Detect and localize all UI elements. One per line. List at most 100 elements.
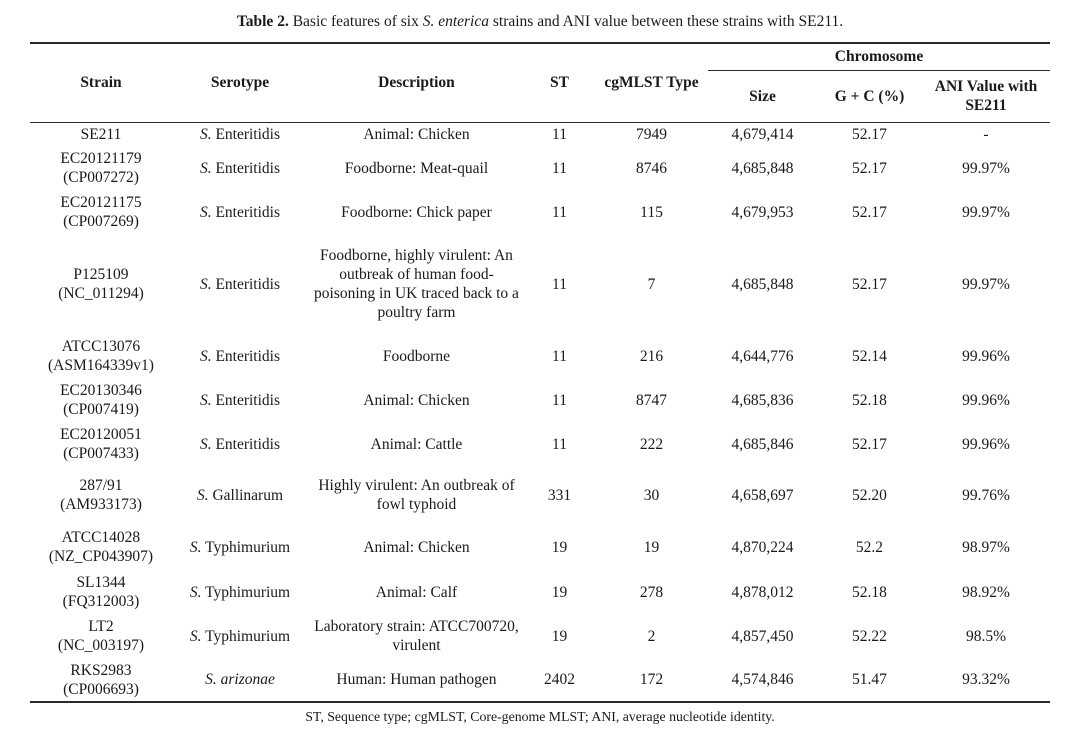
ani-cell: 98.5% <box>965 627 1007 645</box>
strain-accession: (ASM164339v1) <box>48 357 154 375</box>
strain-name: ATCC13076 <box>61 338 141 356</box>
description-cell: Highly virulent: An outbreak of fowl typ… <box>318 477 515 514</box>
table-header: Strain Serotype Description ST cgMLST Ty… <box>30 43 1050 122</box>
strain-cell: ATCC13076 (ASM164339v1) <box>30 334 171 378</box>
strain-name: EC20120051 <box>60 426 142 444</box>
size-cell: 4,685,836 <box>731 391 794 409</box>
serotype-name: Enteritidis <box>211 275 281 293</box>
st-cell: 11 <box>552 275 567 293</box>
strain-accession: (NZ_CP043907) <box>48 548 154 566</box>
serotype-cell: S. Enteritidis <box>171 334 308 378</box>
strain-accession: (CP007272) <box>63 169 139 187</box>
column-group-header-chromosome: Chromosome <box>708 43 1050 71</box>
header-row-group: Strain Serotype Description ST cgMLST Ty… <box>30 43 1050 91</box>
serotype-genus: S. <box>199 347 212 365</box>
cgmlst-cell: 115 <box>640 203 663 221</box>
size-cell: 4,679,414 <box>708 121 817 147</box>
strain-accession: (FQ312003) <box>62 593 140 611</box>
table-footnote: ST, Sequence type; cgMLST, Core-genome M… <box>305 709 775 725</box>
table-row: SL1344 (FQ312003) S. Typhimurium Animal: … <box>30 570 1049 614</box>
st-cell: 2402 <box>543 671 575 689</box>
strain-accession: (CP006693) <box>63 680 139 698</box>
description-cell: Animal: Chicken <box>308 121 525 147</box>
serotype-cell: S. Enteritidis <box>171 422 308 466</box>
serotype-genus: S. <box>196 486 209 504</box>
cgmlst-cell: 172 <box>639 671 664 689</box>
strain-cell: EC20121175 (CP007269) <box>30 190 171 234</box>
serotype-cell: S. Enteritidis <box>171 234 308 334</box>
serotype-name: Enteritidis <box>211 391 281 409</box>
strain-accession: (CP007269) <box>63 213 139 231</box>
gc-cell: 52.17 <box>816 121 923 147</box>
strain-accession: (CP007433) <box>63 445 139 463</box>
header-row-sub: Size G + C (%) ANI Value with SE211 <box>30 70 1049 122</box>
st-cell: 11 <box>524 121 595 147</box>
column-header-serotype: Serotype <box>210 74 270 92</box>
serotype-name: Gallinarum <box>208 486 284 504</box>
cgmlst-cell: 216 <box>639 347 664 365</box>
st-cell: 11 <box>552 159 567 177</box>
ani-cell: 99.96% <box>962 347 1010 365</box>
description-cell: Animal: Chicken <box>363 538 470 556</box>
serotype-name: Enteritidis <box>211 347 281 365</box>
serotype-name: Enteritidis <box>211 435 281 453</box>
gc-cell: 52.17 <box>852 275 887 293</box>
table-row: SE211 S. Enteritidis Animal: Chicken 11 … <box>30 121 1050 147</box>
table-row: EC20130346 (CP007419) S. Enteritidis Anim… <box>30 378 1049 422</box>
description-cell: Foodborne: Chick paper <box>341 203 492 221</box>
size-cell: 4,574,846 <box>731 671 794 689</box>
cgmlst-cell: 8747 <box>635 391 667 409</box>
gc-cell: 52.17 <box>852 203 887 221</box>
strain-name: EC20121175 <box>60 194 142 212</box>
serotype-genus: S. <box>199 125 212 143</box>
serotype-cell: S. Typhimurium <box>171 614 308 658</box>
strain-name: ATCC14028 <box>61 529 141 547</box>
strain-name: P125109 <box>73 266 129 284</box>
size-cell: 4,658,697 <box>731 486 794 504</box>
strain-accession: (CP007419) <box>63 401 139 419</box>
cgmlst-cell: 222 <box>639 435 664 453</box>
serotype-genus: S. <box>199 203 212 221</box>
ani-cell: 99.97% <box>962 275 1010 293</box>
gc-cell: 52.17 <box>852 159 887 177</box>
strain-cell: EC20130346 (CP007419) <box>30 378 171 422</box>
serotype-genus: S. <box>189 627 202 645</box>
serotype-name: Enteritidis <box>211 203 281 221</box>
description-cell: Animal: Cattle <box>370 435 463 453</box>
strain-name: LT2 <box>88 618 114 636</box>
cgmlst-cell: 30 <box>643 486 660 504</box>
size-cell: 4,870,224 <box>731 538 794 556</box>
strain-name: 287/91 <box>79 477 123 495</box>
table-row: 287/91 (AM933173) S. Gallinarum Highly vi… <box>30 466 1049 524</box>
description-cell: Foodborne: Meat-quail <box>344 159 489 177</box>
ani-cell: 98.92% <box>962 583 1010 601</box>
strain-cell: SE211 <box>30 121 172 147</box>
caption-text-post: strains and ANI value between these stra… <box>489 13 844 30</box>
serotype-cell: S. Typhimurium <box>171 570 308 614</box>
serotype-cell: S. Enteritidis <box>171 121 309 147</box>
column-header-size: Size <box>749 87 776 105</box>
cgmlst-cell: 8746 <box>635 159 667 177</box>
caption-label: Table 2. <box>236 13 289 30</box>
strain-accession: (AM933173) <box>60 496 142 514</box>
strain-accession: (NC_003197) <box>57 637 145 655</box>
st-cell: 19 <box>551 583 568 601</box>
serotype-name: Typhimurium <box>201 627 291 645</box>
serotype-genus: S. <box>199 275 212 293</box>
table-row: P125109 (NC_011294) S. Enteritidis Foodbo… <box>30 234 1049 334</box>
serotype-genus: S. <box>189 583 202 601</box>
st-cell: 11 <box>552 347 567 365</box>
strains-table: Strain Serotype Description ST cgMLST Ty… <box>30 42 1050 704</box>
column-header-description: Description <box>378 74 455 92</box>
serotype-genus: S. <box>199 435 212 453</box>
gc-cell: 52.18 <box>852 583 887 601</box>
serotype-genus: S. arizonae <box>205 671 275 689</box>
cgmlst-cell: 278 <box>639 583 664 601</box>
ani-cell: 99.96% <box>962 391 1010 409</box>
table-row: ATCC13076 (ASM164339v1) S. Enteritidis Fo… <box>30 334 1049 378</box>
table-row: EC20121179 (CP007272) S. Enteritidis Food… <box>30 146 1049 190</box>
column-header-st: ST <box>550 74 569 92</box>
strain-cell: 287/91 (AM933173) <box>30 466 171 524</box>
size-cell: 4,644,776 <box>731 347 794 365</box>
strain-name: EC20121179 <box>60 150 142 168</box>
